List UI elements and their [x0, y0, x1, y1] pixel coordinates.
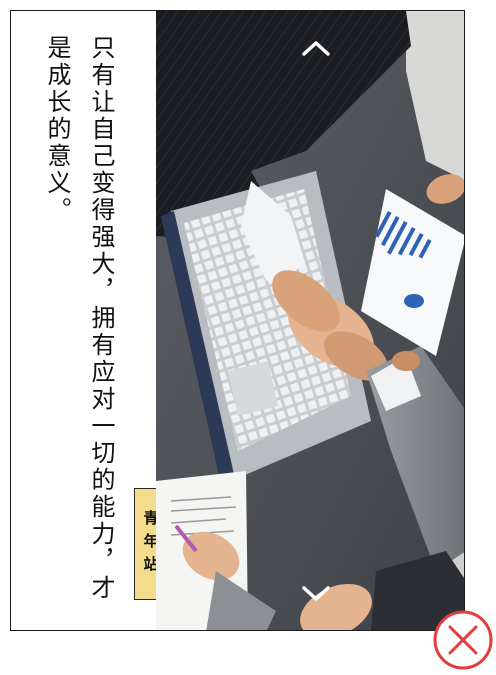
text-area: 只有让自己变得强大，拥有应对一切的能力，才是成长的意义。 青年站 — [11, 11, 168, 630]
quote-text: 只有让自己变得强大，拥有应对一切的能力，才是成长的意义。 — [43, 35, 115, 602]
chevron-down-icon[interactable] — [299, 584, 333, 604]
chevron-up-icon[interactable] — [299, 38, 333, 58]
close-icon — [433, 610, 493, 670]
content-panel: 只有让自己变得强大，拥有应对一切的能力，才是成长的意义。 青年站 — [10, 10, 465, 631]
handshake-photo — [156, 11, 464, 630]
badge-label: 青年站 — [141, 509, 160, 579]
close-button[interactable] — [432, 609, 494, 671]
